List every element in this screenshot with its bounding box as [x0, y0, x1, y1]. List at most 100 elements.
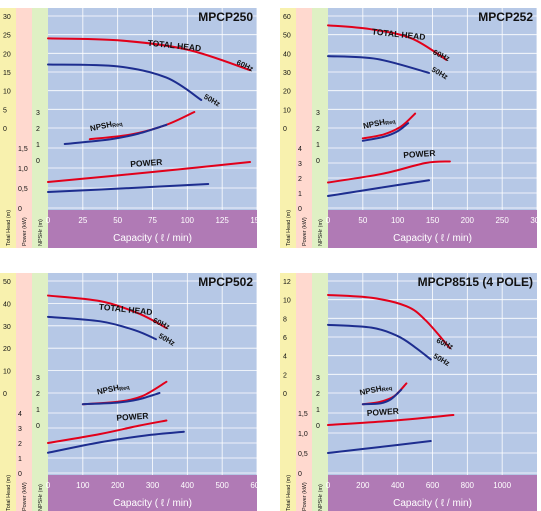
head-tick-label: 6: [283, 335, 287, 342]
x-tick-label: 150: [426, 216, 440, 225]
chart-title: MPCP502: [198, 275, 253, 289]
head-tick-label: 0: [283, 126, 287, 133]
x-tick-label: 300: [146, 481, 160, 490]
head-tick-label: 0: [283, 391, 287, 398]
footer-band: [328, 210, 537, 248]
power-tick-label: 2: [298, 176, 302, 183]
power-tick-label: 2: [18, 441, 22, 448]
head-curve-60hz: [327, 294, 451, 350]
head-tick-label: 20: [283, 89, 291, 96]
power-curve-50hz: [327, 440, 432, 454]
x-tick-label: 25: [78, 216, 87, 225]
npsh-axis-strip: [32, 273, 48, 511]
power-curve-50hz: [47, 183, 210, 193]
chart-title: MPCP250: [198, 10, 253, 24]
npsh-tick-label: 3: [36, 375, 40, 382]
power-axis-strip: [296, 8, 312, 248]
head-axis-title: Total Head (m): [6, 210, 12, 246]
npsh-tick-label: 1: [36, 142, 40, 149]
x-axis-label: Capacity ( ℓ / min): [113, 498, 192, 509]
head-tick-label: 10: [3, 89, 11, 96]
head-tick-label: 0: [3, 126, 7, 133]
x-tick-label: 400: [391, 481, 405, 490]
power-label: POWER: [403, 148, 436, 160]
power-curve-50hz: [47, 430, 185, 454]
npsh-tick-label: 1: [36, 407, 40, 414]
power-curve-50hz: [327, 179, 431, 197]
head-axis-title: Total Head (m): [286, 475, 292, 511]
npsh-axis-title: NPSHr (m): [318, 219, 324, 246]
x-tick-label: 600: [250, 481, 264, 490]
x-tick-label: 0: [326, 481, 331, 490]
x-tick-label: 0: [326, 216, 331, 225]
footer-band: [48, 475, 257, 511]
head-tick-label: 20: [3, 51, 11, 58]
x-tick-label: 0: [46, 481, 51, 490]
npsh-curve-50hz: [361, 122, 410, 142]
x-tick-label: 0: [46, 216, 51, 225]
chart-panel-3: 0 100 200 300 400 500 60050403020100321043210T…: [0, 273, 264, 511]
power-tick-label: 3: [298, 161, 302, 168]
power-axis-strip: [296, 273, 312, 511]
x-tick-label: 100: [391, 216, 405, 225]
npsh-axis-title: NPSHr (m): [318, 484, 324, 511]
power-tick-label: 4: [18, 411, 22, 418]
power-tick-label: 0: [298, 206, 302, 213]
power-curve-60hz: [327, 160, 451, 184]
npsh-curve-50hz: [63, 123, 168, 145]
footer-band: [328, 475, 537, 511]
npsh-axis-title: NPSHr (m): [38, 484, 44, 511]
npsh-tick-label: 0: [36, 158, 40, 165]
x-tick-label: 1000: [493, 481, 511, 490]
x-tick-label: 50: [358, 216, 367, 225]
power-axis-strip: [16, 273, 32, 511]
head-tick-label: 0: [3, 391, 7, 398]
x-tick-label: 50: [113, 216, 122, 225]
power-curve-60hz: [47, 419, 168, 444]
power-label: POWER: [116, 411, 149, 423]
npsh-tick-label: 2: [316, 126, 320, 133]
head-axis-title: Total Head (m): [6, 475, 12, 511]
power-tick-label: 0,5: [18, 186, 28, 193]
x-tick-label: 200: [356, 481, 370, 490]
npsh-curve-50hz: [81, 392, 161, 406]
head-curve-60hz: [327, 24, 448, 61]
npsh-tick-label: 0: [36, 423, 40, 430]
x-tick-label: 600: [426, 481, 440, 490]
npsh-tick-label: 0: [316, 423, 320, 430]
npsh-tick-label: 2: [36, 391, 40, 398]
chart-title: MPCP8515 (4 POLE): [418, 275, 533, 289]
npsh-label-sub: Req: [112, 121, 123, 129]
head-tick-label: 50: [3, 279, 11, 286]
npsh-tick-label: 2: [36, 126, 40, 133]
npsh-curve-50hz: [361, 388, 403, 406]
head-tick-label: 5: [3, 107, 7, 114]
head-axis-strip: [280, 8, 296, 248]
power-tick-label: 0,5: [298, 451, 308, 458]
chart-panel-4: 0 200 400 600 800 100012108642032101,51,00,50…: [280, 273, 537, 511]
head-tick-label: 12: [283, 279, 291, 286]
head-curve-60hz: [47, 37, 252, 72]
head-tick-label: 10: [3, 369, 11, 376]
power-tick-label: 0: [18, 471, 22, 478]
npsh-label-sub: Req: [381, 386, 392, 394]
x-axis-label: Capacity ( ℓ / min): [393, 233, 472, 244]
head-tick-label: 40: [3, 301, 11, 308]
npsh-tick-label: 3: [316, 110, 320, 117]
head-axis-strip: [280, 273, 296, 511]
power-tick-label: 1: [298, 191, 302, 198]
npsh-axis-strip: [312, 273, 328, 511]
power-curve-60hz: [47, 161, 252, 183]
head-curve-50hz: [47, 63, 203, 101]
head-curve-60hz: [47, 294, 168, 330]
head-tick-label: 30: [283, 70, 291, 77]
x-tick-label: 200: [461, 216, 475, 225]
power-axis-title: Power (kW): [302, 482, 308, 511]
x-tick-label: 100: [76, 481, 90, 490]
head-tick-label: 15: [3, 70, 11, 77]
power-label: POWER: [366, 406, 399, 418]
x-tick-label: 125: [215, 216, 229, 225]
power-label: POWER: [130, 157, 163, 169]
head-tick-label: 60: [283, 14, 291, 21]
